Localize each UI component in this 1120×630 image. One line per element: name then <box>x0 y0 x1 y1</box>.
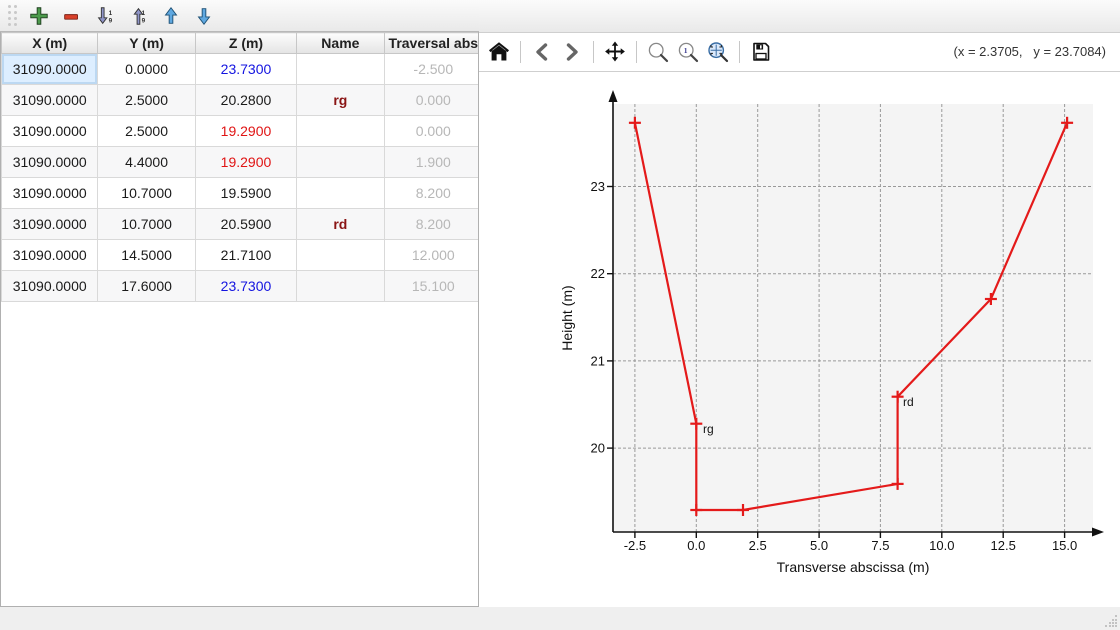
svg-text:rg: rg <box>703 422 714 436</box>
svg-text:15.0: 15.0 <box>1052 538 1077 553</box>
svg-text:20: 20 <box>591 441 605 456</box>
svg-text:rd: rd <box>903 395 914 409</box>
svg-text:10.0: 10.0 <box>929 538 954 553</box>
svg-text:21: 21 <box>591 353 605 368</box>
svg-text:0.0: 0.0 <box>687 538 705 553</box>
svg-text:12.5: 12.5 <box>991 538 1016 553</box>
svg-text:5.0: 5.0 <box>810 538 828 553</box>
svg-text:7.5: 7.5 <box>871 538 889 553</box>
svg-text:Height (m): Height (m) <box>559 285 575 350</box>
svg-text:23: 23 <box>591 179 605 194</box>
svg-text:22: 22 <box>591 266 605 281</box>
svg-text:2.5: 2.5 <box>749 538 767 553</box>
svg-text:Transverse abscissa (m): Transverse abscissa (m) <box>777 559 930 575</box>
svg-text:-2.5: -2.5 <box>624 538 646 553</box>
